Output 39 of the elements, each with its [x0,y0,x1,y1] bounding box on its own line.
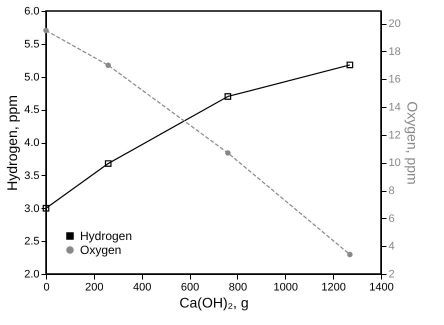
point [347,252,353,258]
legend-label: Hydrogen [80,229,132,243]
y-tick-label: 2.5 [24,236,40,248]
y2-tick-label: 16 [388,74,401,86]
y-tick-label: 4.0 [24,137,40,149]
x-tick-label: 400 [133,282,152,294]
legend-label: Oxygen [80,243,122,257]
point [43,28,49,34]
x-tick-label: 1000 [274,282,298,294]
point [105,62,111,68]
y2-axis-title: Oxygen, ppm [404,101,421,185]
point [224,93,232,100]
y2-tick-label: 4 [388,240,395,253]
x-tick-label: 200 [85,282,104,294]
y-tick-label: 5.0 [24,71,40,84]
y-axis-title: Hydrogen, ppm [4,95,20,191]
y2-tick-label: 20 [388,18,401,30]
y-tick-label: 5.5 [24,38,40,50]
y-tick-label: 3.5 [24,170,40,182]
y2-tick-label: 14 [388,102,401,114]
x-tick-label: 0 [43,282,50,294]
point [225,150,231,156]
x-tick-label: 600 [180,282,200,294]
x-tick-label: 1400 [369,282,394,294]
y2-tick-label: 18 [388,46,401,58]
point [346,62,354,68]
y2-tick-label: 12 [388,129,401,142]
x-tick-label: 800 [228,282,248,294]
x-tick-label: 1200 [321,282,346,294]
y-tick-label: 2.0 [24,268,40,280]
y-tick-label: 3.0 [24,202,40,215]
point [104,160,112,167]
y2-tick-label: 6 [388,212,395,225]
y-tick-label: 4.5 [24,104,40,116]
y-tick-label: 6.0 [24,6,40,18]
y2-tick-label: 8 [388,185,395,198]
y2-tick-label: 10 [388,157,401,170]
y2-tick-label: 2 [388,268,395,280]
x-axis-title: Ca(OH)₂, g [179,294,249,310]
